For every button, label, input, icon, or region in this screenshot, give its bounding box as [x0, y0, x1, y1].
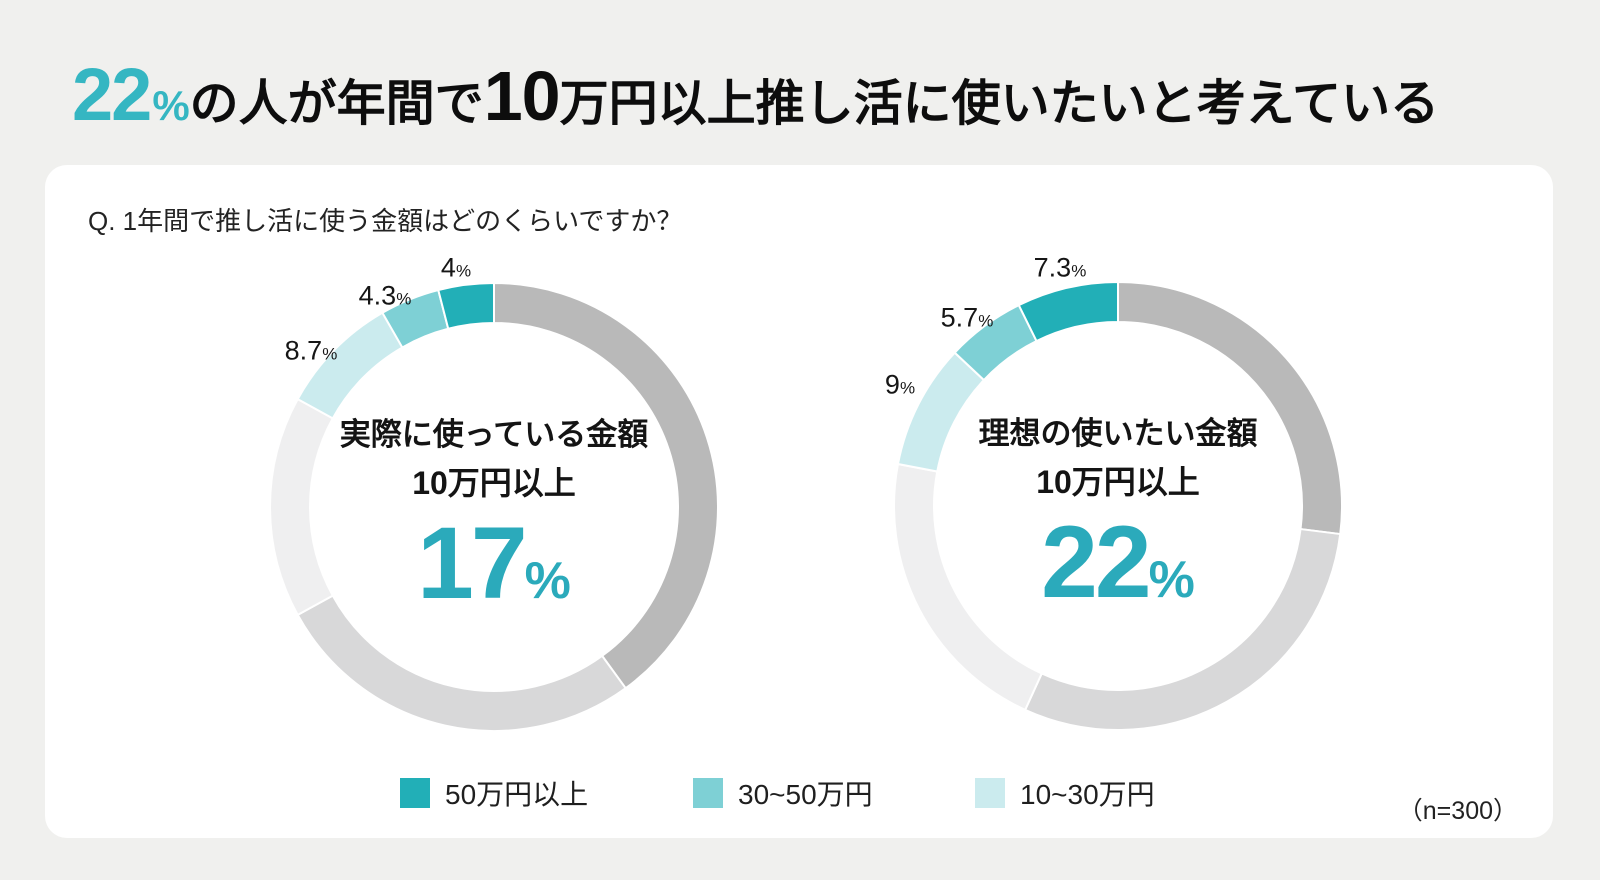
legend-swatch-30-50man [693, 778, 723, 808]
donut-center-title: 理想の使いたい金額 [978, 416, 1258, 451]
headline-value: 22 [72, 53, 152, 136]
donut-center-ideal: 理想の使いたい金額 10万円以上 22% [898, 416, 1338, 613]
callout-unit: % [322, 344, 338, 364]
callout-unit: % [396, 289, 412, 309]
callout-value: 4 [440, 252, 456, 283]
legend-label-30-50man: 30~50万円 [738, 779, 873, 810]
chart-card: Q. 1年間で推し活に使う金額はどのくらいですか？ 実際に使っている金額 10万… [45, 165, 1553, 838]
callout-unit: % [978, 311, 994, 331]
legend-swatch-50man [400, 778, 430, 808]
page-title: 22 % の人が年間で 10 万円以上推し活に使いたいと考えている [72, 52, 1439, 137]
callout-label-50man-actual: 4% [441, 253, 471, 284]
donut-chart-actual-spending [269, 281, 719, 732]
legend-item-30-50man: 30~50万円 [693, 773, 873, 813]
callout-value: 7.3 [1033, 252, 1072, 283]
legend-item-10-30man: 10~30万円 [975, 773, 1155, 813]
legend-item-50man: 50万円以上 [400, 773, 588, 813]
callout-unit: % [1071, 261, 1087, 281]
callout-label-10-30man-ideal: 9% [885, 370, 915, 401]
callout-value: 8.7 [284, 335, 323, 366]
callout-label-10-30man-actual: 8.7% [285, 336, 338, 367]
donut-segment-unlabeled [493, 281, 719, 690]
legend-label-10-30man: 10~30万円 [1020, 779, 1155, 810]
callout-label-50man-ideal: 7.3% [1034, 253, 1087, 284]
headline-text-tail: 万円以上推し活に使いたいと考えている [559, 77, 1440, 131]
center-value-number: 22 [1041, 505, 1151, 620]
headline-value-unit: % [152, 82, 190, 129]
donut-center-subtitle: 10万円以上 [412, 464, 576, 501]
donut-center-title: 実際に使っている金額 [339, 417, 649, 452]
donut-center-actual: 実際に使っている金額 10万円以上 17% [274, 417, 714, 614]
sample-size: （n=300） [1397, 797, 1518, 825]
callout-label-30-50man-ideal: 5.7% [941, 303, 994, 334]
donut-center-value: 22% [898, 511, 1338, 613]
center-value-unit: % [1148, 551, 1195, 610]
callout-value: 4.3 [358, 280, 397, 311]
donut-chart-ideal-spending [893, 280, 1343, 731]
survey-question: Q. 1年間で推し活に使う金額はどのくらいですか？ [88, 206, 683, 236]
center-value-unit: % [524, 552, 571, 611]
donut-segment-50万円以上 [437, 281, 495, 330]
headline-emphasis: 10 [483, 57, 561, 135]
donut-center-subtitle: 10万円以上 [1036, 463, 1200, 500]
callout-unit: % [455, 261, 472, 281]
callout-value: 9 [884, 369, 900, 400]
headline-text: の人が年間で [189, 77, 484, 131]
legend-swatch-10-30man [975, 778, 1005, 808]
callout-label-30-50man-actual: 4.3% [359, 281, 412, 312]
legend-label-50man: 50万円以上 [445, 779, 589, 810]
center-value-number: 17 [417, 506, 527, 621]
callout-value: 5.7 [940, 302, 979, 333]
callout-unit: % [899, 378, 916, 398]
donut-center-value: 17% [274, 512, 714, 614]
donut-segment-50万円以上 [1017, 280, 1119, 343]
